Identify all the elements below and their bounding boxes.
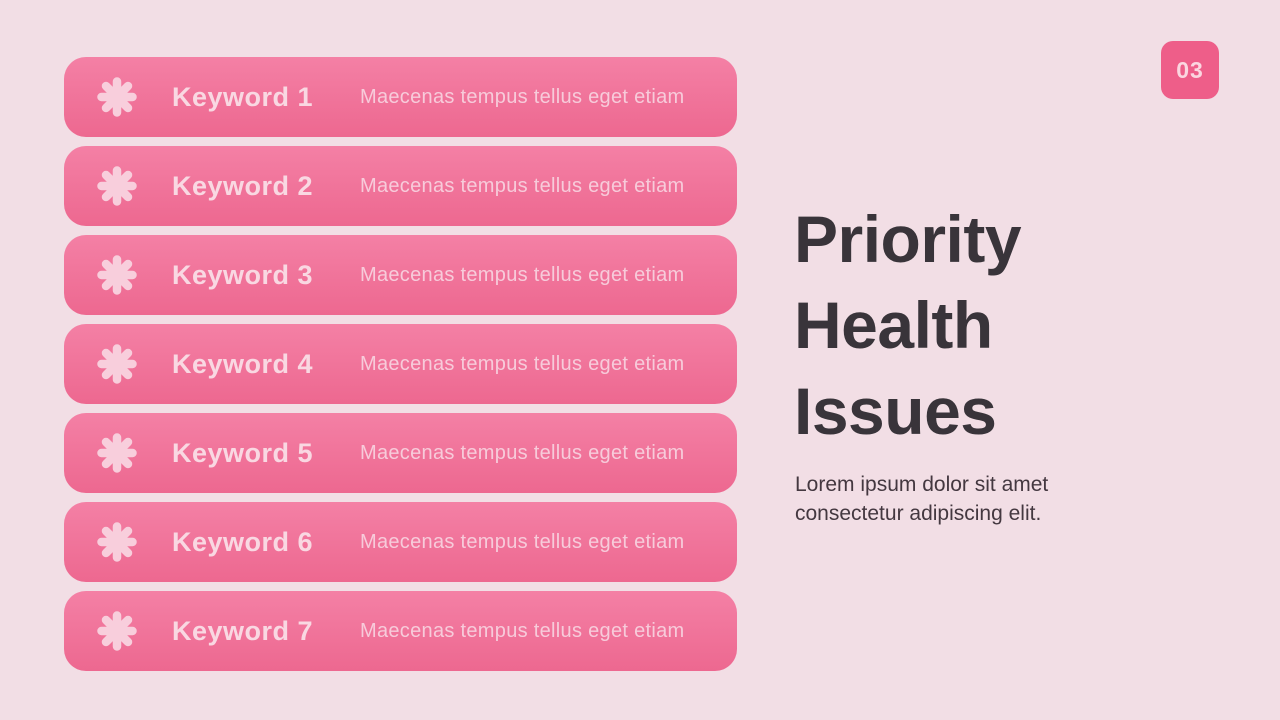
keyword-label: Keyword 2: [172, 170, 314, 201]
asterisk-icon: [97, 522, 137, 562]
asterisk-icon: [97, 77, 137, 117]
keyword-label: Keyword 4: [172, 348, 314, 379]
keyword-description: Maecenas tempus tellus eget etiam: [360, 619, 685, 642]
page-title-line: Priority: [794, 202, 1022, 276]
asterisk-icon: [97, 611, 137, 651]
asterisk-icon: [97, 255, 137, 295]
keyword-description: Maecenas tempus tellus eget etiam: [360, 352, 685, 375]
page-title: Priority Health Issues: [794, 196, 1022, 454]
keyword-row: Keyword 3 Maecenas tempus tellus eget et…: [64, 235, 737, 315]
asterisk-icon: [97, 166, 137, 206]
asterisk-icon: [97, 344, 137, 384]
keyword-label: Keyword 6: [172, 526, 314, 557]
keyword-label: Keyword 7: [172, 615, 314, 646]
page-title-line: Issues: [794, 374, 997, 448]
keyword-label: Keyword 1: [172, 81, 314, 112]
asterisk-icon: [97, 433, 137, 473]
keyword-list: Keyword 1 Maecenas tempus tellus eget et…: [64, 57, 737, 671]
page-title-line: Health: [794, 288, 993, 362]
keyword-row: Keyword 7 Maecenas tempus tellus eget et…: [64, 591, 737, 671]
keyword-description: Maecenas tempus tellus eget etiam: [360, 263, 685, 286]
keyword-label: Keyword 5: [172, 437, 314, 468]
keyword-row: Keyword 2 Maecenas tempus tellus eget et…: [64, 146, 737, 226]
page-number-badge: 03: [1161, 41, 1219, 99]
keyword-row: Keyword 6 Maecenas tempus tellus eget et…: [64, 502, 737, 582]
keyword-row: Keyword 4 Maecenas tempus tellus eget et…: [64, 324, 737, 404]
keyword-description: Maecenas tempus tellus eget etiam: [360, 530, 685, 553]
keyword-description: Maecenas tempus tellus eget etiam: [360, 174, 685, 197]
page-subtitle: Lorem ipsum dolor sit amet consectetur a…: [795, 473, 1049, 525]
keyword-description: Maecenas tempus tellus eget etiam: [360, 441, 685, 464]
keyword-row: Keyword 5 Maecenas tempus tellus eget et…: [64, 413, 737, 493]
keyword-row: Keyword 1 Maecenas tempus tellus eget et…: [64, 57, 737, 137]
keyword-description: Maecenas tempus tellus eget etiam: [360, 85, 685, 108]
keyword-label: Keyword 3: [172, 259, 314, 290]
